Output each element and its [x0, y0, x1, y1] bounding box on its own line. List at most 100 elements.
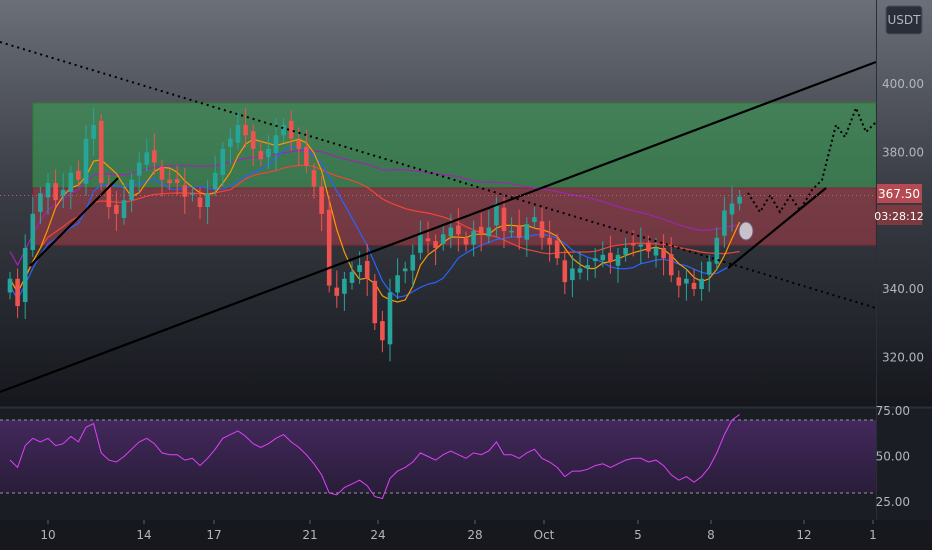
candle[interactable]	[456, 208, 461, 252]
candle[interactable]	[182, 168, 188, 214]
candle[interactable]	[729, 186, 735, 232]
candle[interactable]	[152, 133, 157, 175]
candle[interactable]	[691, 269, 697, 296]
candle[interactable]	[646, 235, 651, 259]
candle[interactable]	[372, 273, 378, 330]
candle[interactable]	[433, 234, 438, 266]
candle[interactable]	[266, 135, 271, 170]
candle[interactable]	[425, 221, 431, 254]
candle[interactable]	[615, 248, 621, 283]
projection-path[interactable]	[747, 105, 876, 214]
candle[interactable]	[463, 231, 469, 252]
candle[interactable]	[600, 241, 606, 268]
candle[interactable]	[699, 261, 704, 301]
candle[interactable]	[410, 244, 416, 288]
candle[interactable]	[22, 234, 28, 320]
candle[interactable]	[38, 186, 43, 224]
candle[interactable]	[554, 233, 560, 266]
time-axis[interactable]: 10 14 17 21 24 28 Oct 5 8 12 1	[40, 520, 877, 542]
candle[interactable]	[220, 142, 226, 187]
candle[interactable]	[326, 196, 332, 293]
candle[interactable]	[250, 124, 256, 166]
candle[interactable]	[60, 172, 66, 209]
candle[interactable]	[136, 152, 142, 193]
candle[interactable]	[342, 271, 347, 311]
candlesticks[interactable]	[7, 107, 742, 362]
candle[interactable]	[91, 107, 96, 156]
candle[interactable]	[349, 261, 355, 290]
candle[interactable]	[661, 234, 666, 276]
candle[interactable]	[509, 217, 514, 238]
price-axis[interactable]: 400.00 380.00 340.00 320.00	[882, 77, 924, 364]
candle[interactable]	[668, 237, 674, 283]
candle[interactable]	[235, 111, 241, 150]
candle[interactable]	[440, 224, 446, 251]
candle[interactable]	[121, 183, 127, 225]
candle[interactable]	[448, 213, 454, 249]
candle[interactable]	[395, 258, 400, 300]
candle[interactable]	[129, 172, 134, 213]
candle[interactable]	[76, 160, 81, 187]
rising-trendline[interactable]	[0, 60, 876, 394]
candle[interactable]	[7, 271, 13, 300]
candle[interactable]	[471, 220, 476, 257]
candle[interactable]	[577, 251, 583, 280]
candle[interactable]	[212, 155, 218, 197]
main-plot[interactable]	[0, 41, 876, 394]
marker-ellipse[interactable]	[738, 221, 754, 241]
candle[interactable]	[722, 196, 727, 248]
candle[interactable]	[334, 270, 340, 308]
candle[interactable]	[68, 166, 74, 210]
candle[interactable]	[83, 125, 89, 196]
candle[interactable]	[524, 217, 530, 257]
candle[interactable]	[311, 163, 317, 199]
currency-badge[interactable]: USDT	[885, 5, 923, 35]
candle[interactable]	[197, 187, 203, 219]
candle[interactable]	[532, 207, 537, 229]
candle[interactable]	[547, 220, 552, 262]
candle[interactable]	[159, 159, 165, 197]
candle[interactable]	[676, 270, 682, 298]
candle[interactable]	[494, 196, 499, 238]
candle[interactable]	[167, 169, 172, 190]
candle[interactable]	[30, 196, 36, 257]
candle[interactable]	[501, 197, 507, 248]
candle[interactable]	[205, 179, 210, 225]
candle[interactable]	[45, 172, 51, 215]
candle[interactable]	[623, 237, 628, 262]
candle[interactable]	[653, 237, 659, 268]
candle[interactable]	[585, 258, 590, 281]
candle[interactable]	[737, 189, 742, 211]
candle[interactable]	[98, 114, 104, 190]
candle[interactable]	[592, 248, 598, 279]
candle[interactable]	[539, 207, 545, 250]
candle[interactable]	[562, 250, 568, 295]
candle[interactable]	[638, 227, 644, 264]
candle[interactable]	[304, 129, 309, 173]
candle[interactable]	[144, 138, 150, 172]
candle[interactable]	[243, 107, 248, 148]
short-trendline[interactable]	[29, 177, 119, 267]
drawings[interactable]	[0, 41, 876, 394]
candle[interactable]	[486, 210, 492, 244]
candle[interactable]	[319, 176, 324, 231]
candle[interactable]	[478, 213, 484, 252]
candle[interactable]	[106, 174, 112, 219]
candle[interactable]	[714, 227, 720, 271]
candle[interactable]	[570, 254, 575, 298]
candle[interactable]	[190, 186, 195, 202]
candle[interactable]	[608, 235, 613, 274]
candle[interactable]	[380, 310, 385, 353]
rsi-axis[interactable]: 75.00 50.00 25.00	[876, 404, 910, 509]
candle[interactable]	[53, 169, 58, 207]
candle[interactable]	[281, 118, 286, 143]
candle[interactable]	[114, 191, 119, 231]
candle[interactable]	[516, 209, 522, 250]
candle[interactable]	[228, 128, 233, 164]
candle[interactable]	[684, 268, 689, 301]
ascending-support-line[interactable]	[727, 187, 827, 269]
candle[interactable]	[418, 220, 423, 260]
descending-trendline[interactable]	[0, 41, 876, 309]
resistance-zone[interactable]	[32, 102, 876, 189]
